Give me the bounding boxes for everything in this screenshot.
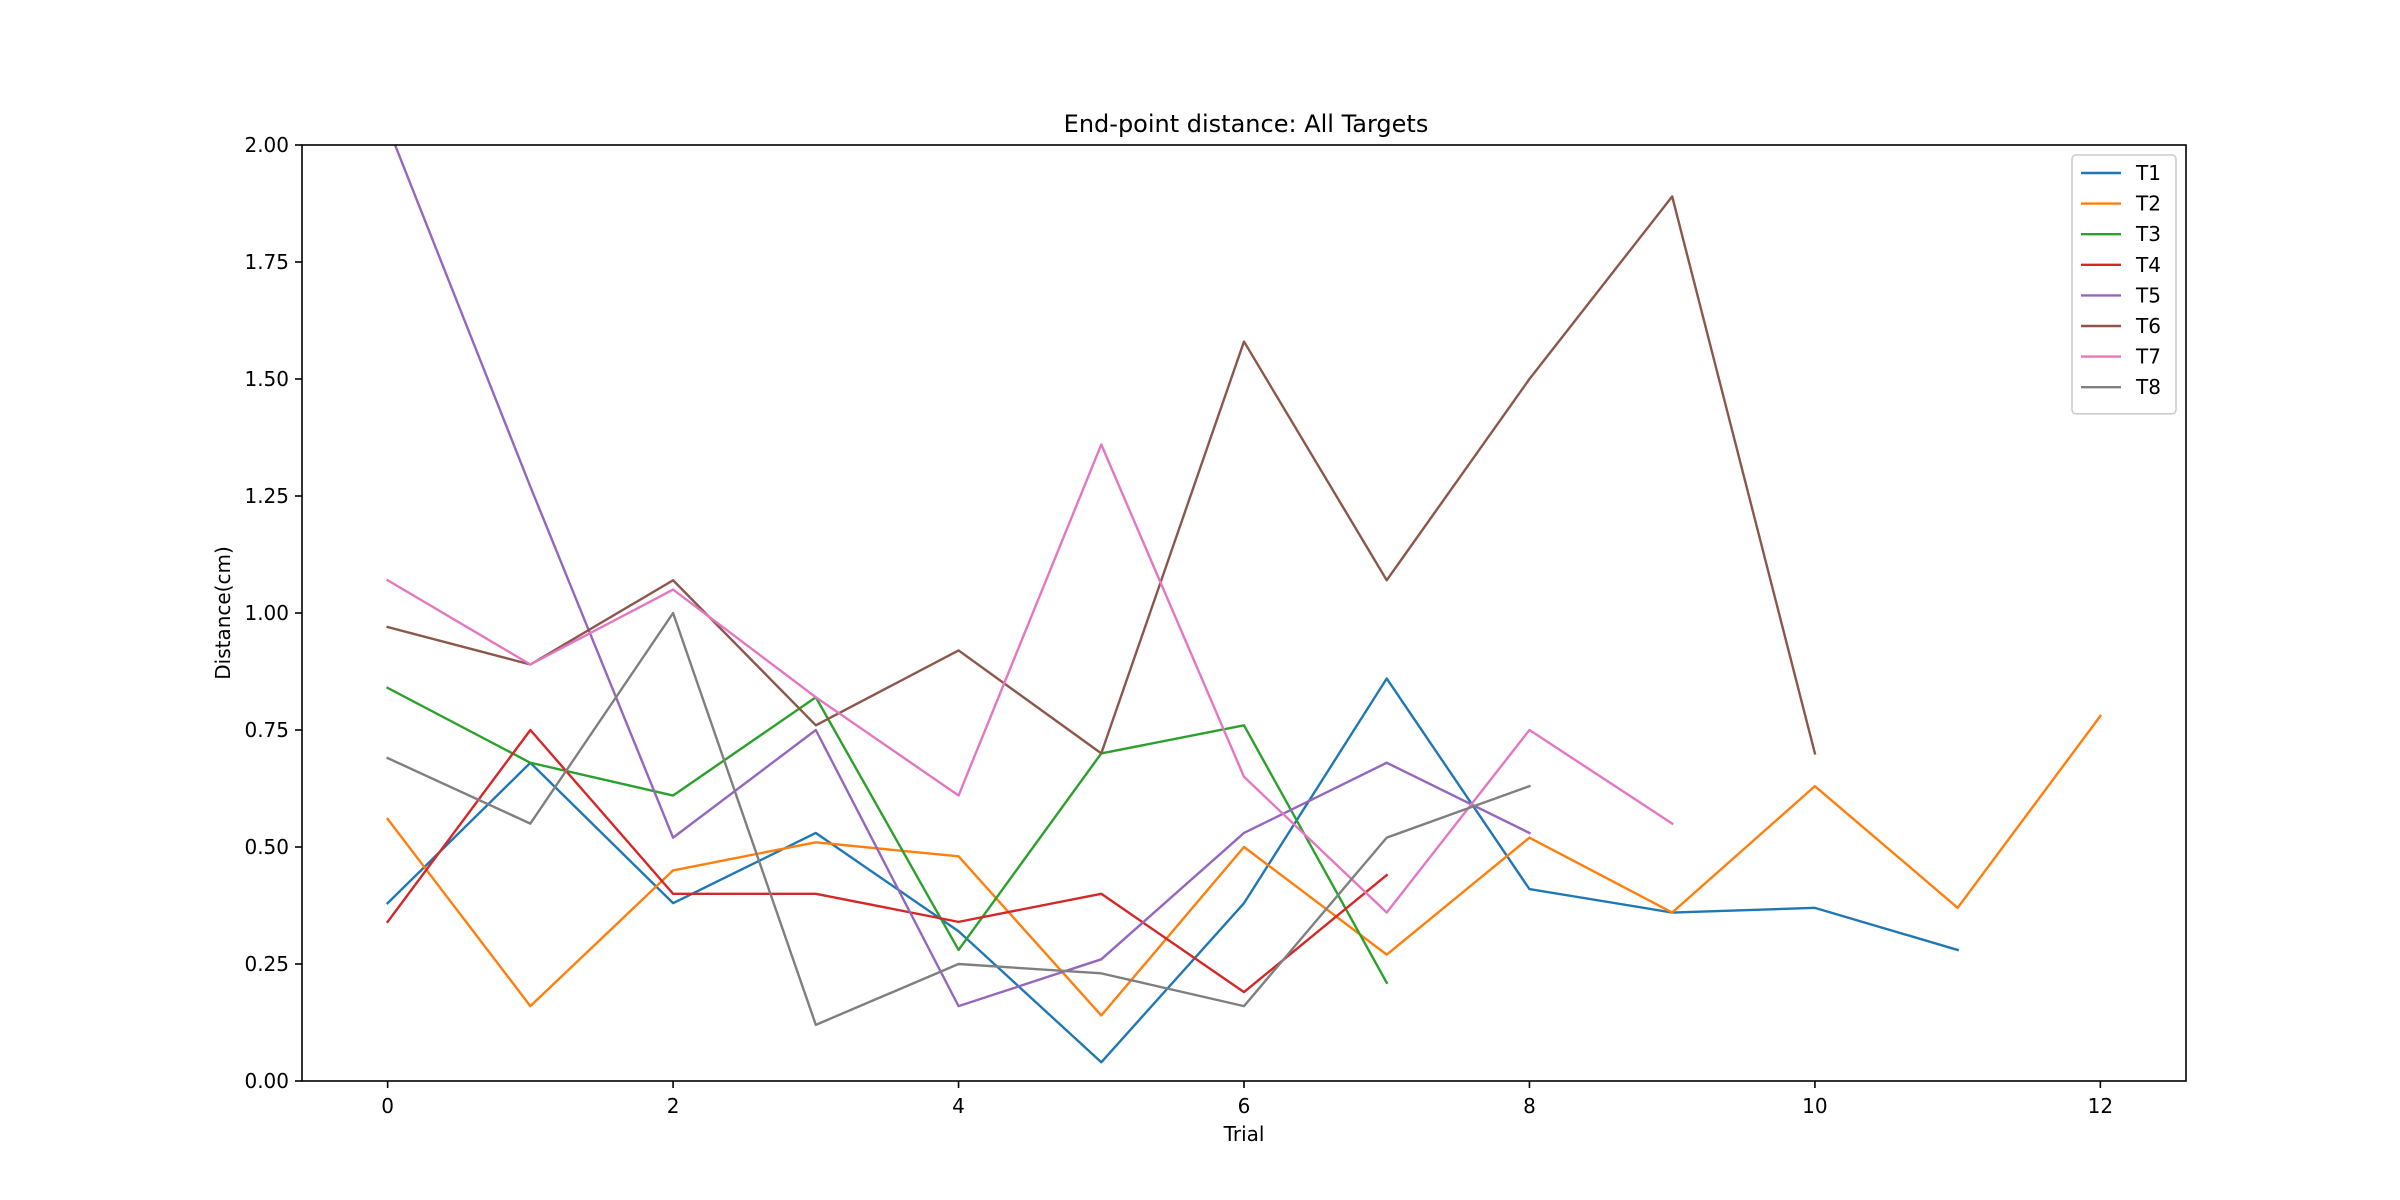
series-line-t1 — [385, 677, 1960, 1064]
y-tick-label: 0.00 — [244, 1069, 289, 1093]
legend-label-t6: T6 — [2135, 314, 2161, 338]
y-tick-label: 1.75 — [244, 250, 289, 274]
series-line-t6 — [386, 195, 1817, 755]
plot-frame — [301, 144, 2187, 1082]
series-line-t8 — [386, 611, 1531, 1027]
x-tick-label: 8 — [1523, 1094, 1536, 1118]
y-tick-label: 2.00 — [244, 133, 289, 157]
legend-label-t1: T1 — [2135, 161, 2161, 185]
legend-label-t5: T5 — [2135, 283, 2161, 307]
x-tick-label: 0 — [381, 1094, 394, 1118]
x-tick-label: 10 — [1802, 1094, 1827, 1118]
x-axis: 0 2 4 6 8 10 12 — [381, 1081, 2113, 1118]
series-line-t4 — [385, 728, 1389, 994]
y-tick-label: 1.25 — [244, 484, 289, 508]
plot-area — [385, 145, 2103, 1064]
series-line-t2 — [385, 714, 2103, 1017]
x-tick-label: 12 — [2088, 1094, 2113, 1118]
legend-label-t4: T4 — [2135, 253, 2161, 277]
series-line-t3 — [386, 686, 1389, 985]
chart-title: End-point distance: All Targets — [1064, 110, 1429, 138]
legend-label-t8: T8 — [2135, 375, 2161, 399]
x-tick-label: 2 — [667, 1094, 680, 1118]
x-tick-label: 6 — [1238, 1094, 1251, 1118]
x-tick-label: 4 — [952, 1094, 965, 1118]
y-axis-label: Distance(cm) — [211, 546, 235, 680]
y-tick-label: 1.00 — [244, 601, 289, 625]
y-tick-label: 0.75 — [244, 718, 289, 742]
series-line-t5 — [393, 145, 1532, 1008]
legend-box — [2071, 154, 2177, 415]
legend-label-t3: T3 — [2135, 222, 2161, 246]
legend-label-t7: T7 — [2135, 345, 2161, 369]
x-axis-label: Trial — [1223, 1122, 1265, 1146]
y-tick-label: 0.25 — [244, 952, 289, 976]
legend: T1 T2 T3 T4 T5 T6 T7 T8 — [2071, 154, 2177, 415]
y-tick-label: 0.50 — [244, 835, 289, 859]
y-axis: 0.00 0.25 0.50 0.75 1.00 1.25 1.50 1.75 2.00 — [244, 133, 302, 1093]
y-tick-label: 1.50 — [244, 367, 289, 391]
series-line-t7 — [385, 443, 1674, 914]
legend-label-t2: T2 — [2135, 192, 2161, 216]
